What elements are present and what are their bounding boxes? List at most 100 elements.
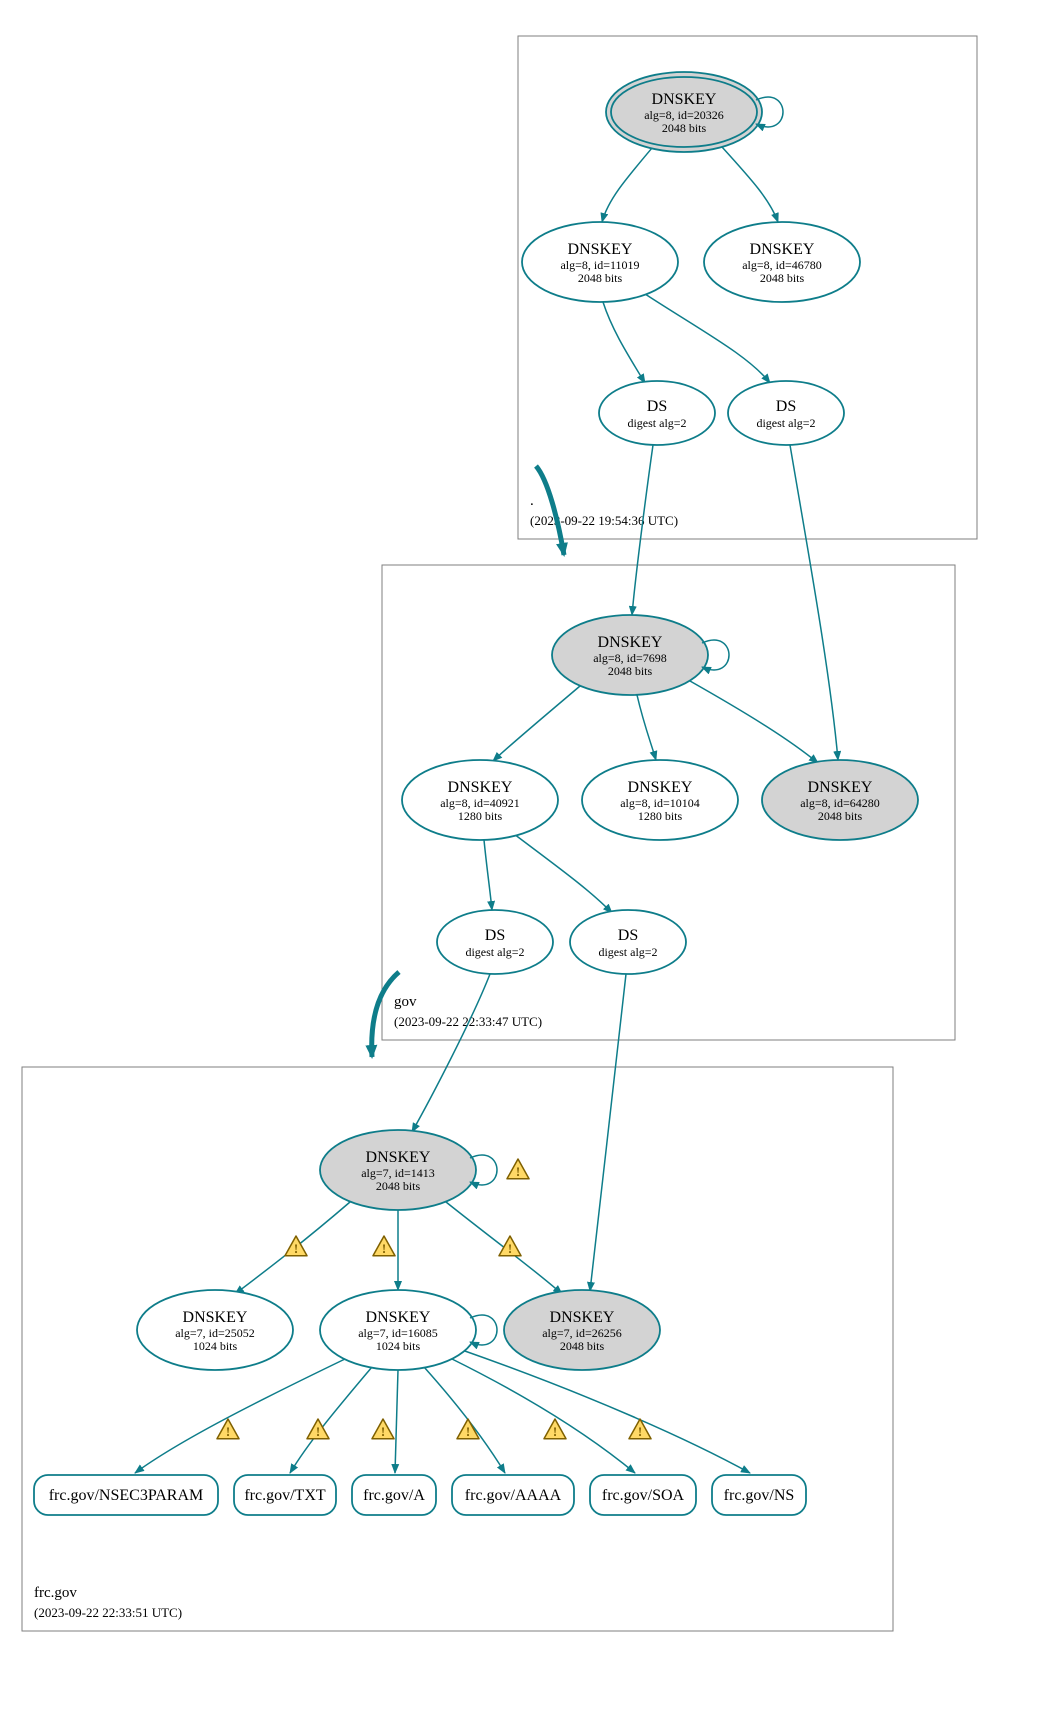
node-line3: 2048 bits	[560, 1339, 605, 1353]
node-title: DS	[776, 398, 796, 415]
node-n_frc_k1: DNSKEYalg=7, id=250521024 bits	[137, 1290, 293, 1370]
edge	[790, 445, 838, 760]
edge: !	[235, 1202, 350, 1294]
node-n_gov_ds1: DSdigest alg=2	[437, 910, 553, 974]
node-title: DNSKEY	[652, 91, 717, 108]
node-line3: 1280 bits	[458, 809, 503, 823]
node-n_frc_ksk: ! DNSKEYalg=7, id=14132048 bits	[320, 1130, 529, 1210]
node-n_root_k2: DNSKEYalg=8, id=467802048 bits	[704, 222, 860, 302]
edge	[412, 974, 490, 1132]
node-rr_ns: frc.gov/NS	[712, 1475, 806, 1515]
edge: !	[450, 1358, 635, 1473]
edge	[722, 147, 778, 222]
edge	[514, 834, 612, 913]
edge	[690, 681, 818, 763]
dnssec-diagram: .(2023-09-22 19:54:36 UTC)gov(2023-09-22…	[0, 0, 1043, 1721]
edge	[536, 466, 564, 555]
node-line2: alg=7, id=16085	[358, 1326, 438, 1340]
node-line3: 2048 bits	[578, 271, 623, 285]
node-line3: 1280 bits	[638, 809, 683, 823]
node-title: DNSKEY	[750, 241, 815, 258]
node-n_gov_k2: DNSKEYalg=8, id=101041280 bits	[582, 760, 738, 840]
node-title: DNSKEY	[366, 1309, 431, 1326]
edge: !	[290, 1367, 372, 1473]
rr-label: frc.gov/NSEC3PARAM	[49, 1487, 204, 1504]
svg-text:!: !	[381, 1424, 385, 1439]
node-rr_aaaa: frc.gov/AAAA	[452, 1475, 574, 1515]
node-title: DNSKEY	[550, 1309, 615, 1326]
node-title: DNSKEY	[366, 1149, 431, 1166]
edge: !	[372, 1370, 398, 1473]
node-line2: alg=8, id=40921	[440, 796, 520, 810]
node-line2: alg=8, id=7698	[593, 651, 667, 665]
node-line2: alg=8, id=64280	[800, 796, 880, 810]
zone-timestamp: (2023-09-22 22:33:51 UTC)	[34, 1605, 182, 1620]
node-line2: alg=8, id=11019	[560, 258, 639, 272]
svg-text:!: !	[638, 1424, 642, 1439]
node-line2: alg=7, id=26256	[542, 1326, 622, 1340]
svg-text:!: !	[466, 1424, 470, 1439]
node-line2: digest alg=2	[627, 416, 686, 430]
zone-timestamp: (2023-09-22 22:33:47 UTC)	[394, 1014, 542, 1029]
node-line3: 2048 bits	[662, 121, 707, 135]
rr-label: frc.gov/TXT	[244, 1487, 326, 1504]
edge	[484, 840, 492, 910]
edge: !	[446, 1202, 562, 1294]
edge: !	[373, 1210, 398, 1290]
edge	[602, 148, 652, 222]
node-title: DS	[647, 398, 667, 415]
node-line3: 2048 bits	[818, 809, 863, 823]
zone-label: frc.gov	[34, 1585, 77, 1601]
node-n_gov_k3: DNSKEYalg=8, id=642802048 bits	[762, 760, 918, 840]
edge	[493, 686, 580, 761]
edge	[603, 302, 645, 383]
node-line3: 1024 bits	[193, 1339, 238, 1353]
node-line2: alg=7, id=25052	[175, 1326, 255, 1340]
node-title: DNSKEY	[568, 241, 633, 258]
node-line3: 2048 bits	[376, 1179, 421, 1193]
svg-text:!: !	[226, 1424, 230, 1439]
node-rr_txt: frc.gov/TXT	[234, 1475, 336, 1515]
node-rr_soa: frc.gov/SOA	[590, 1475, 696, 1515]
node-n_gov_k1: DNSKEYalg=8, id=409211280 bits	[402, 760, 558, 840]
rr-label: frc.gov/SOA	[602, 1487, 685, 1504]
node-n_frc_k2: !DNSKEYalg=7, id=160851024 bits	[320, 1290, 529, 1370]
rr-label: frc.gov/NS	[724, 1487, 795, 1504]
node-title: DS	[618, 927, 638, 944]
edge	[637, 695, 656, 760]
svg-text:!: !	[516, 1164, 520, 1179]
node-title: DNSKEY	[808, 779, 873, 796]
node-n_gov_ksk: DNSKEYalg=8, id=76982048 bits	[552, 615, 729, 695]
node-rr_nsec3: frc.gov/NSEC3PARAM	[34, 1475, 218, 1515]
node-line2: digest alg=2	[465, 945, 524, 959]
node-line2: digest alg=2	[756, 416, 815, 430]
svg-text:!: !	[553, 1424, 557, 1439]
svg-text:!: !	[294, 1241, 298, 1256]
node-title: DNSKEY	[448, 779, 513, 796]
rr-label: frc.gov/AAAA	[465, 1487, 562, 1504]
node-line3: 1024 bits	[376, 1339, 421, 1353]
edge: !	[135, 1359, 345, 1473]
edge	[642, 292, 770, 383]
node-line2: alg=8, id=46780	[742, 258, 822, 272]
node-n_root_ds2: DSdigest alg=2	[728, 381, 844, 445]
node-n_frc_k3: DNSKEYalg=7, id=262562048 bits	[504, 1290, 660, 1370]
node-n_root_ds1: DSdigest alg=2	[599, 381, 715, 445]
edge	[590, 974, 626, 1291]
node-line2: digest alg=2	[598, 945, 657, 959]
node-n_gov_ds2: DSdigest alg=2	[570, 910, 686, 974]
node-rr_a: frc.gov/A	[352, 1475, 436, 1515]
node-line2: alg=8, id=10104	[620, 796, 700, 810]
node-title: DNSKEY	[628, 779, 693, 796]
zone-label: gov	[394, 994, 417, 1010]
node-line2: alg=7, id=1413	[361, 1166, 435, 1180]
rr-label: frc.gov/A	[363, 1487, 425, 1504]
edge: !	[424, 1367, 505, 1473]
node-title: DS	[485, 927, 505, 944]
svg-text:!: !	[382, 1241, 386, 1256]
node-title: DNSKEY	[598, 634, 663, 651]
zone-label: .	[530, 493, 534, 509]
svg-text:!: !	[316, 1424, 320, 1439]
node-n_root_k1: DNSKEYalg=8, id=110192048 bits	[522, 222, 678, 302]
node-line3: 2048 bits	[760, 271, 805, 285]
